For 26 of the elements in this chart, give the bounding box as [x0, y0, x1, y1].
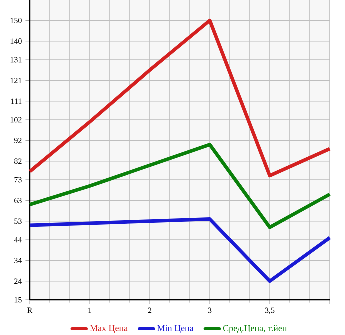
y-tick-label: 73 [14, 177, 22, 183]
line-series [28, 18, 332, 178]
y-tick-label: 15 [14, 297, 22, 303]
legend-label: Min Цена [158, 325, 194, 334]
y-tick-label: 92 [14, 138, 22, 144]
y-tick-label: 63 [14, 198, 22, 204]
line-series [28, 218, 332, 284]
y-tick-label: 140 [10, 38, 22, 44]
y-tick-label: 34 [14, 258, 22, 264]
legend-label: Сред.Цена, т.йен [223, 325, 288, 334]
x-tick-label: 3,5 [265, 308, 275, 314]
y-tick-label: 111 [12, 98, 22, 104]
y-tick-label: 102 [10, 117, 22, 123]
y-tick-label: 121 [10, 78, 22, 84]
y-tick-label: 131 [10, 57, 22, 63]
y-tick-label: 53 [14, 218, 22, 224]
line-series [28, 143, 332, 230]
y-tick-label: 82 [14, 158, 22, 164]
x-tick-label: R [28, 308, 33, 314]
y-tick-label: 24 [14, 278, 22, 284]
x-tick-label: 1 [88, 308, 92, 314]
x-tick-label: 3 [208, 308, 212, 314]
x-tick-label: 2 [148, 308, 152, 314]
y-tick-label: 44 [14, 237, 22, 243]
legend-label: Max Цена [90, 325, 128, 334]
y-tick-label: 150 [10, 18, 22, 24]
